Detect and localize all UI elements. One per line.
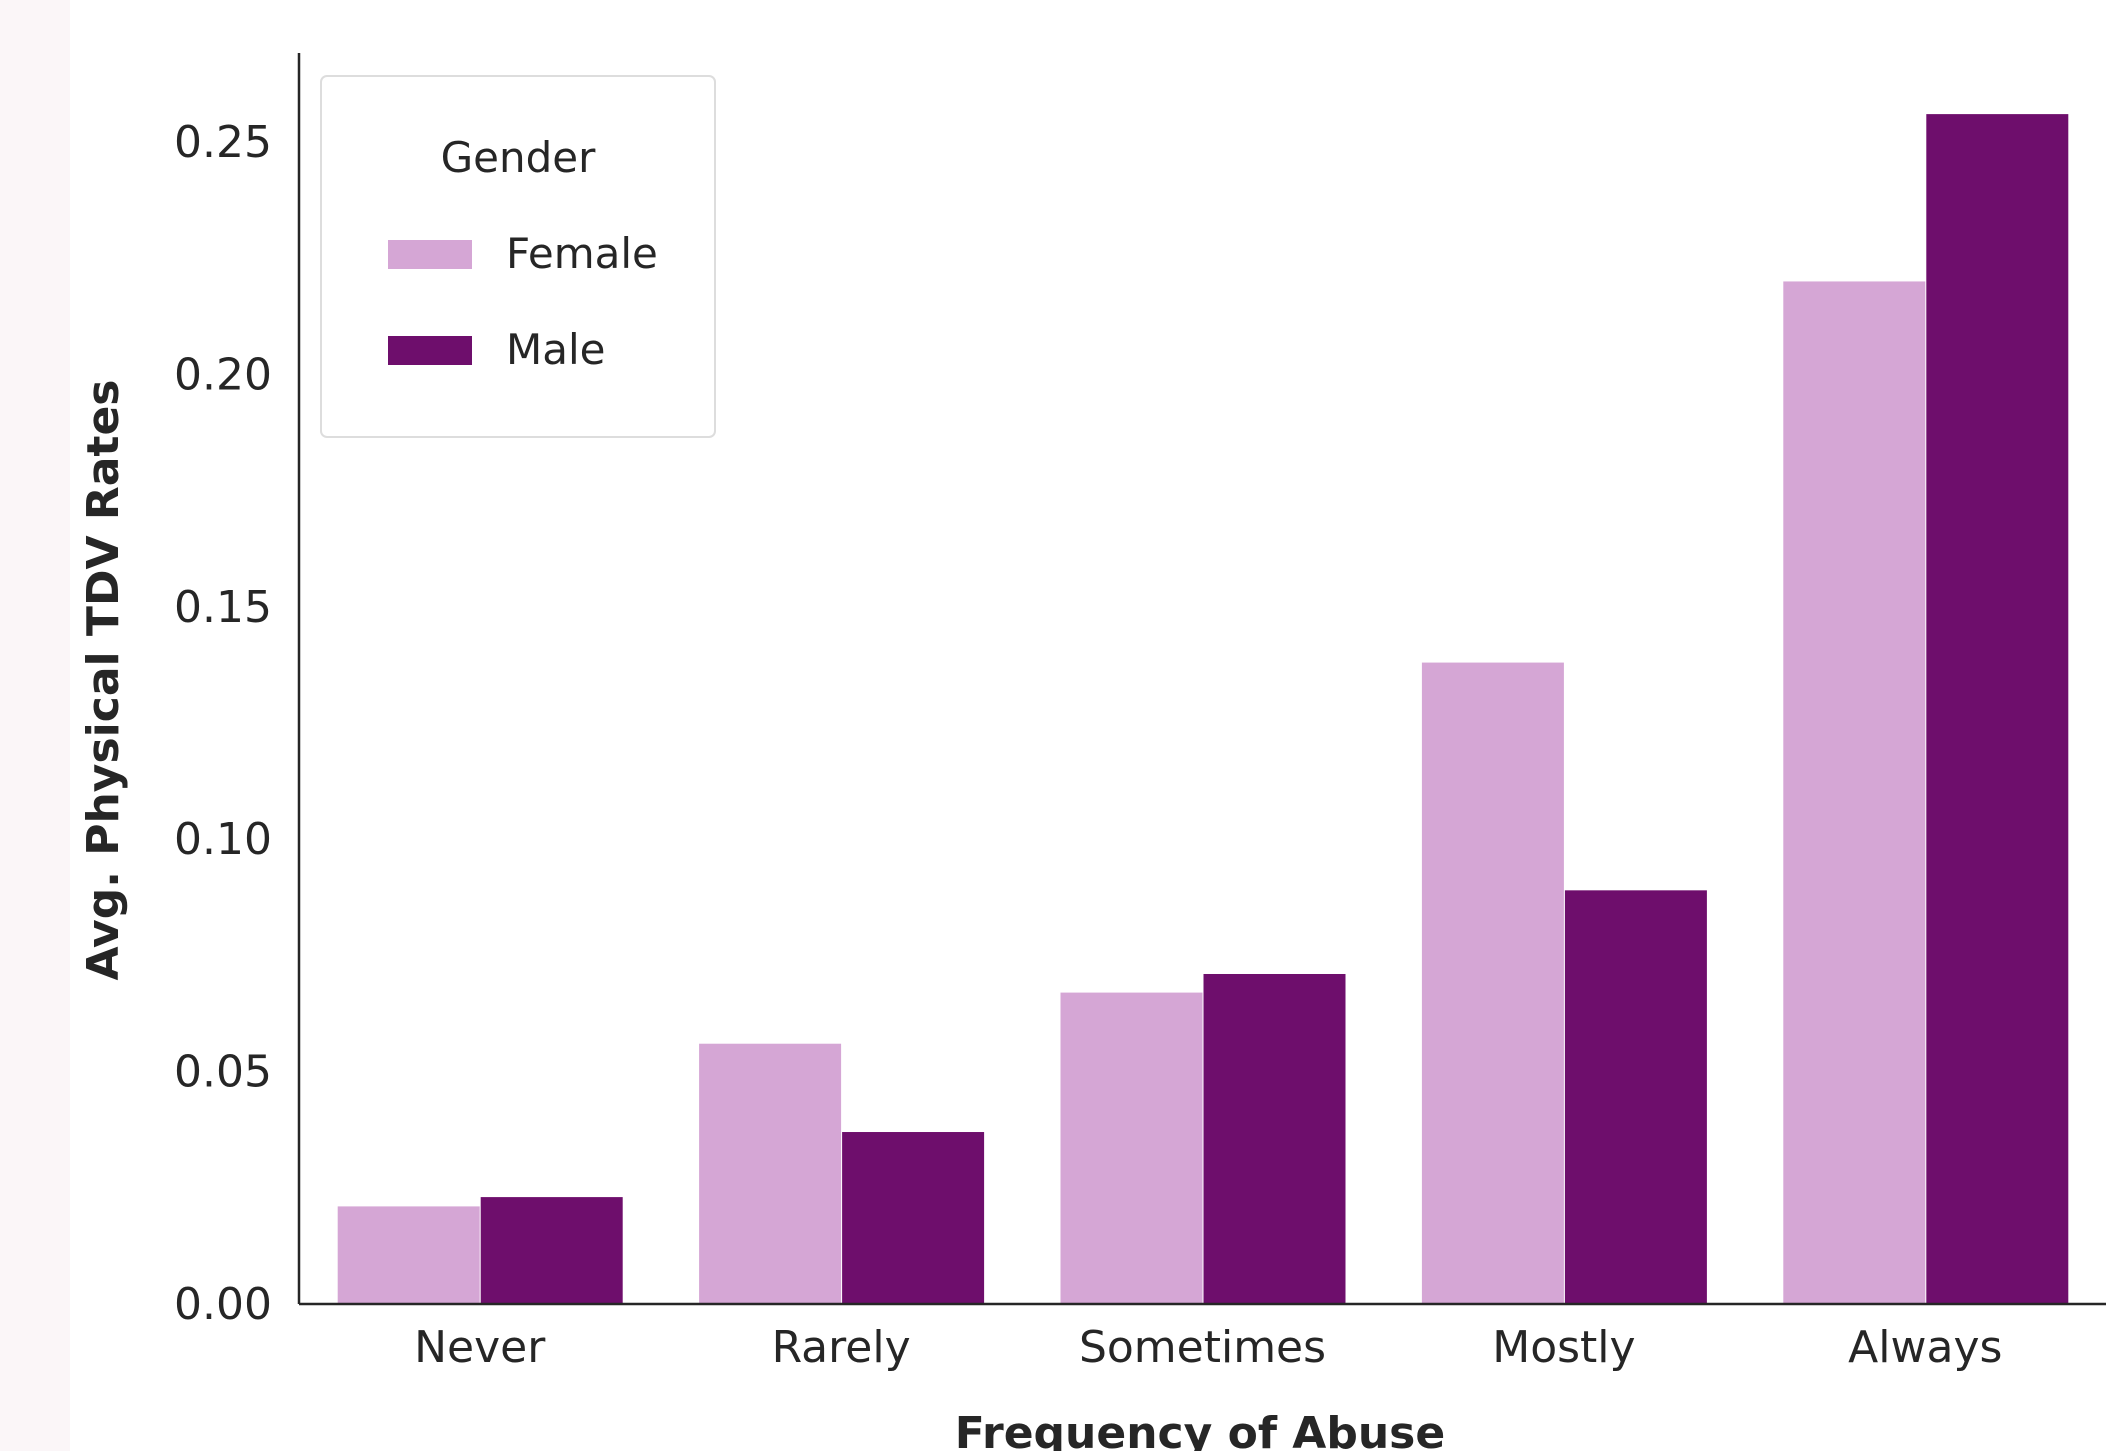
y-tick-label: 0.25 [174,117,272,168]
y-tick-label: 0.00 [174,1279,272,1330]
x-axis-title: Frequency of Abuse [955,1408,1445,1451]
bar-male-sometimes [1203,973,1346,1304]
bars-group [337,114,2069,1304]
bar-female-mostly [1421,662,1564,1304]
bar-female-never [337,1206,480,1304]
bar-male-mostly [1564,890,1707,1304]
bar-female-sometimes [1060,992,1203,1304]
legend-swatch-female [388,240,472,269]
y-tick-label: 0.05 [174,1047,272,1098]
y-axis-title: Avg. Physical TDV Rates [78,380,129,981]
x-tick-label: Always [1848,1322,2002,1373]
bar-male-always [1926,114,2069,1304]
bar-female-always [1783,281,1926,1304]
x-tick-label: Mostly [1492,1322,1635,1373]
x-tick-label: Never [414,1322,546,1373]
legend-label-male: Male [506,325,605,374]
x-tick-label: Sometimes [1079,1322,1326,1373]
bar-male-rarely [842,1132,985,1304]
left-margin-strip [0,0,70,1451]
legend-title: Gender [441,133,597,182]
legend-label-female: Female [506,229,658,278]
bar-female-rarely [699,1043,842,1304]
y-tick-label: 0.15 [174,582,272,633]
y-tick-label: 0.20 [174,349,272,400]
bar-male-never [480,1197,623,1304]
y-axis-ticks: 0.00 0.05 0.10 0.15 0.20 0.25 [174,117,272,1330]
x-tick-label: Rarely [772,1322,911,1373]
y-tick-label: 0.10 [174,814,272,865]
legend-swatch-male [388,336,472,365]
x-axis-ticks: Never Rarely Sometimes Mostly Always [414,1322,2002,1373]
legend: Gender Female Male [320,75,716,438]
